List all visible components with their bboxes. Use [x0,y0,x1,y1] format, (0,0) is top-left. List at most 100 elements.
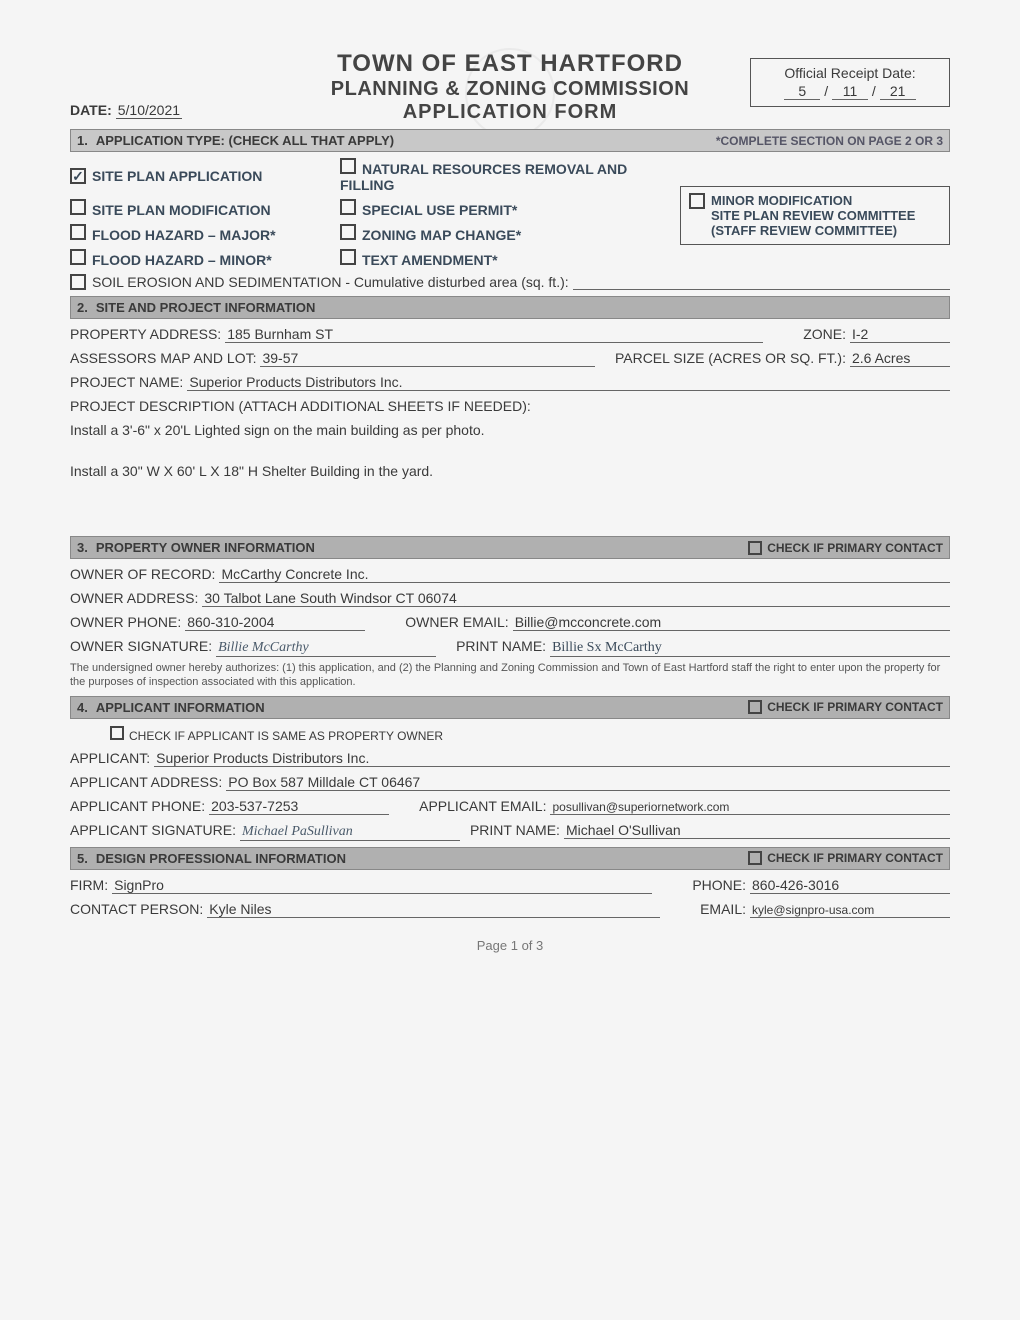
section-4-header: 4. APPLICANT INFORMATION CHECK IF PRIMAR… [70,696,950,719]
natural-resources-checkbox[interactable] [340,158,356,174]
contact-person-value: Kyle Niles [207,901,660,918]
applicant-phone-label: APPLICANT PHONE: [70,798,205,814]
desc-line-1: Install a 3'-6" x 20'L Lighted sign on t… [70,420,950,441]
section-1-title: APPLICATION TYPE: (CHECK ALL THAT APPLY) [96,133,394,148]
section-3-num: 3. [77,540,88,555]
flood-major-label: FLOOD HAZARD – MAJOR* [92,227,276,243]
flood-major-checkbox[interactable] [70,224,86,240]
applicant-phone-value: 203-537-7253 [209,798,389,815]
natural-resources-label: NATURAL RESOURCES REMOVAL AND FILLING [340,161,627,193]
owner-print-label: PRINT NAME: [456,638,546,654]
section-5-num: 5. [77,851,88,866]
minor-mod-l2: SITE PLAN REVIEW COMMITTEE [711,208,915,223]
project-name-label: PROJECT NAME: [70,374,183,390]
receipt-month: 5 [784,83,820,100]
same-as-owner-checkbox[interactable] [110,726,124,740]
desc-line-2: Install a 30" W X 60' L X 18" H Shelter … [70,461,950,482]
same-as-owner-label: CHECK IF APPLICANT IS SAME AS PROPERTY O… [129,729,443,743]
owner-signature-label: OWNER SIGNATURE: [70,638,212,654]
receipt-label: Official Receipt Date: [761,65,939,81]
applicant-address-value: PO Box 587 Milldale CT 06467 [226,774,950,791]
applicant-email-label: APPLICANT EMAIL: [419,798,546,814]
applicant-signature-value: Michael PaSullivan [240,824,460,841]
property-address-value: 185 Burnham ST [225,326,763,343]
project-name-value: Superior Products Distributors Inc. [187,374,950,391]
site-plan-app-checkbox[interactable] [70,168,86,184]
design-email-value: kyle@signpro-usa.com [750,903,950,918]
s3-primary-contact-checkbox[interactable] [748,541,762,555]
zoning-map-checkbox[interactable] [340,224,356,240]
contact-person-label: CONTACT PERSON: [70,901,203,917]
design-email-label: EMAIL: [700,901,746,917]
design-phone-label: PHONE: [692,877,746,893]
receipt-date-box: Official Receipt Date: 5 / 11 / 21 [750,58,950,107]
zoning-map-label: ZONING MAP CHANGE* [362,227,521,243]
assessors-label: ASSESSORS MAP AND LOT: [70,350,256,366]
minor-mod-l3: (STAFF REVIEW COMMITTEE) [711,223,915,238]
section-3-header: 3. PROPERTY OWNER INFORMATION CHECK IF P… [70,536,950,559]
receipt-day: 11 [832,83,868,100]
applicant-print-value: Michael O'Sullivan [564,822,950,839]
section-1-note: *COMPLETE SECTION ON PAGE 2 OR 3 [716,134,943,148]
minor-mod-checkbox[interactable] [689,193,705,209]
text-amend-label: TEXT AMENDMENT* [362,252,498,268]
section-5-header: 5. DESIGN PROFESSIONAL INFORMATION CHECK… [70,847,950,870]
owner-print-value: Billie Sx McCarthy [550,640,950,657]
section-1-header: 1. APPLICATION TYPE: (CHECK ALL THAT APP… [70,129,950,152]
receipt-date: 5 / 11 / 21 [761,83,939,100]
owner-record-label: OWNER OF RECORD: [70,566,215,582]
s4-primary-contact-label: CHECK IF PRIMARY CONTACT [767,700,943,714]
owner-email-label: OWNER EMAIL: [405,614,508,630]
project-description: Install a 3'-6" x 20'L Lighted sign on t… [70,420,950,530]
authorization-text: The undersigned owner hereby authorizes:… [70,661,950,690]
section-1-num: 1. [77,133,88,148]
firm-value: SignPro [112,877,652,894]
parcel-value: 2.6 Acres [850,350,950,367]
owner-phone-value: 860-310-2004 [185,614,365,631]
flood-minor-label: FLOOD HAZARD – MINOR* [92,252,272,268]
s3-primary-contact-label: CHECK IF PRIMARY CONTACT [767,541,943,555]
project-desc-label: PROJECT DESCRIPTION (ATTACH ADDITIONAL S… [70,398,531,414]
special-use-checkbox[interactable] [340,199,356,215]
applicant-email-value: posullivan@superiornetwork.com [550,800,950,815]
flood-minor-checkbox[interactable] [70,249,86,265]
parcel-label: PARCEL SIZE (ACRES OR SQ. FT.): [615,350,846,366]
soil-erosion-value-line [573,274,950,290]
section-4-num: 4. [77,700,88,715]
section-2-title: SITE AND PROJECT INFORMATION [96,300,316,315]
property-address-label: PROPERTY ADDRESS: [70,326,221,342]
zone-value: I-2 [850,326,950,343]
applicant-value: Superior Products Distributors Inc. [154,750,950,767]
special-use-label: SPECIAL USE PERMIT* [362,202,517,218]
text-amend-checkbox[interactable] [340,249,356,265]
design-phone-value: 860-426-3016 [750,877,950,894]
owner-email-value: Billie@mcconcrete.com [513,614,950,631]
zone-label: ZONE: [803,326,846,342]
owner-signature-value: Billie McCarthy [216,640,436,657]
application-type-grid: MINOR MODIFICATION SITE PLAN REVIEW COMM… [70,158,950,290]
page-footer: Page 1 of 3 [70,938,950,953]
section-4-title: APPLICANT INFORMATION [96,700,265,715]
soil-erosion-label: SOIL EROSION AND SEDIMENTATION - Cumulat… [92,274,569,290]
owner-phone-label: OWNER PHONE: [70,614,181,630]
soil-erosion-checkbox[interactable] [70,274,86,290]
site-plan-mod-checkbox[interactable] [70,199,86,215]
s4-primary-contact-checkbox[interactable] [748,700,762,714]
owner-address-value: 30 Talbot Lane South Windsor CT 06074 [202,590,950,607]
section-2-num: 2. [77,300,88,315]
minor-modification-box: MINOR MODIFICATION SITE PLAN REVIEW COMM… [680,186,950,245]
section-5-title: DESIGN PROFESSIONAL INFORMATION [96,851,346,866]
applicant-signature-label: APPLICANT SIGNATURE: [70,822,236,838]
s5-primary-contact-label: CHECK IF PRIMARY CONTACT [767,851,943,865]
assessors-value: 39-57 [260,350,594,367]
applicant-label: APPLICANT: [70,750,150,766]
s5-primary-contact-checkbox[interactable] [748,851,762,865]
applicant-print-label: PRINT NAME: [470,822,560,838]
owner-address-label: OWNER ADDRESS: [70,590,198,606]
applicant-address-label: APPLICANT ADDRESS: [70,774,222,790]
minor-mod-label: MINOR MODIFICATION [711,193,915,208]
section-2-header: 2. SITE AND PROJECT INFORMATION [70,296,950,319]
owner-record-value: McCarthy Concrete Inc. [219,566,950,583]
site-plan-mod-label: SITE PLAN MODIFICATION [92,202,271,218]
firm-label: FIRM: [70,877,108,893]
